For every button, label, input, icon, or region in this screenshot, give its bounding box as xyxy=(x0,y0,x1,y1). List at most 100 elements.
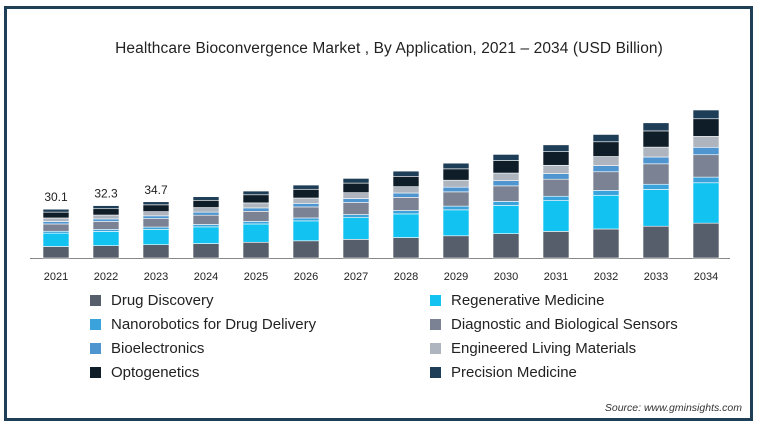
bar-segment-2027-7 xyxy=(342,182,370,193)
legend-swatch xyxy=(90,366,101,378)
bar-segment-2025-1 xyxy=(242,241,270,259)
bar-segment-2021-1 xyxy=(42,246,70,259)
bar-segment-2023-4 xyxy=(142,218,170,228)
legend-label: Diagnostic and Biological Sensors xyxy=(451,315,678,333)
bar-segment-2028-8 xyxy=(392,170,420,177)
bar-segment-2028-2 xyxy=(392,213,420,238)
bar-segment-2029-8 xyxy=(442,162,470,170)
bar-segment-2024-2 xyxy=(192,226,220,244)
bar-segment-2023-8 xyxy=(142,201,170,206)
bar-segment-2022-2 xyxy=(92,231,120,246)
bar-segment-2028-7 xyxy=(392,176,420,187)
bar-segment-2027-3 xyxy=(342,214,370,218)
bar-segment-2030-1 xyxy=(492,233,520,259)
legend-item: Engineered Living Materials xyxy=(430,338,636,358)
legend-item: Diagnostic and Biological Sensors xyxy=(430,314,678,334)
bar-segment-2024-4 xyxy=(192,214,220,225)
x-tick-label: 2034 xyxy=(694,271,718,283)
bar-segment-2022-4 xyxy=(92,221,120,230)
data-label: 32.3 xyxy=(94,187,118,201)
legend-swatch xyxy=(90,342,101,354)
bar-segment-2032-2 xyxy=(592,194,620,230)
bar-segment-2024-7 xyxy=(192,199,220,208)
bar-segment-2032-5 xyxy=(592,165,620,173)
bar-segment-2022-7 xyxy=(92,208,120,216)
bar-segment-2021-5 xyxy=(42,221,70,225)
bar-segment-2031-1 xyxy=(542,231,570,259)
data-label: 34.7 xyxy=(144,183,168,197)
bar-segment-2026-1 xyxy=(292,240,320,259)
legend-item: Optogenetics xyxy=(90,362,199,382)
legend-swatch xyxy=(90,318,101,330)
bar-segment-2024-8 xyxy=(192,196,220,201)
bar-segment-2026-4 xyxy=(292,206,320,219)
legend-swatch xyxy=(430,366,441,378)
bar-segment-2026-5 xyxy=(292,203,320,208)
x-tick-label: 2031 xyxy=(544,271,568,283)
x-tick-label: 2033 xyxy=(644,271,668,283)
x-tick-label: 2021 xyxy=(44,271,68,283)
bar-segment-2030-2 xyxy=(492,205,520,234)
bar-segment-2025-8 xyxy=(242,190,270,196)
bar-segment-2034-4 xyxy=(692,154,720,178)
bar-segment-2032-4 xyxy=(592,171,620,191)
bar-segment-2028-3 xyxy=(392,210,420,215)
bar-segment-2023-2 xyxy=(142,229,170,246)
bar-segment-2023-6 xyxy=(142,211,170,217)
bar-segment-2034-7 xyxy=(692,118,720,137)
bar-segment-2029-5 xyxy=(442,186,470,193)
bar-segment-2034-6 xyxy=(692,136,720,148)
bar-segment-2032-6 xyxy=(592,156,620,166)
bar-segment-2023-1 xyxy=(142,244,170,259)
x-tick-label: 2025 xyxy=(244,271,268,283)
bar-segment-2022-8 xyxy=(92,205,120,210)
x-tick-label: 2029 xyxy=(444,271,468,283)
bar-segment-2034-3 xyxy=(692,176,720,184)
bar-segment-2026-7 xyxy=(292,188,320,199)
x-tick-label: 2023 xyxy=(144,271,168,283)
chart-title: Healthcare Bioconvergence Market , By Ap… xyxy=(115,40,663,57)
legend-item: Nanorobotics for Drug Delivery xyxy=(90,314,316,334)
bar-segment-2024-5 xyxy=(192,211,220,216)
bar-segment-2034-2 xyxy=(692,182,720,224)
bar-segment-2021-4 xyxy=(42,223,70,232)
bar-segment-2024-1 xyxy=(192,243,220,259)
legend-swatch xyxy=(430,294,441,306)
bar-segment-2024-3 xyxy=(192,224,220,228)
x-tick-label: 2022 xyxy=(94,271,118,283)
bar-segment-2027-4 xyxy=(342,202,370,215)
legend-label: Precision Medicine xyxy=(451,363,577,381)
bar-segment-2029-7 xyxy=(442,168,470,181)
bar-segment-2033-7 xyxy=(642,130,670,148)
bar-segment-2025-6 xyxy=(242,202,270,209)
legend-item: Drug Discovery xyxy=(90,290,214,310)
x-tick-label: 2028 xyxy=(394,271,418,283)
bar-segment-2033-5 xyxy=(642,156,670,165)
bar-segment-2025-5 xyxy=(242,207,270,212)
bar-segment-2022-5 xyxy=(92,218,120,222)
bar-segment-2022-6 xyxy=(92,214,120,220)
bar-segment-2033-6 xyxy=(642,146,670,158)
bar-segment-2026-8 xyxy=(292,184,320,190)
bar-segment-2031-5 xyxy=(542,173,570,180)
bar-segment-2021-8 xyxy=(42,208,70,213)
bar-segment-2031-7 xyxy=(542,151,570,166)
bar-segment-2031-4 xyxy=(542,178,570,197)
bar-segment-2023-7 xyxy=(142,204,170,212)
bar-segment-2030-8 xyxy=(492,154,520,161)
bar-segment-2032-1 xyxy=(592,228,620,259)
bar-segment-2028-4 xyxy=(392,197,420,211)
bar-segment-2034-5 xyxy=(692,146,720,156)
bar-segment-2029-2 xyxy=(442,209,470,237)
bar-segment-2022-3 xyxy=(92,229,120,232)
bar-segment-2029-4 xyxy=(442,191,470,207)
bar-segment-2030-3 xyxy=(492,201,520,206)
bar-segment-2023-5 xyxy=(142,215,170,219)
x-tick-label: 2027 xyxy=(344,271,368,283)
bar-segment-2030-5 xyxy=(492,180,520,187)
bar-segment-2027-2 xyxy=(342,217,370,240)
bar-segment-2028-1 xyxy=(392,237,420,259)
bar-segment-2032-7 xyxy=(592,141,620,157)
bar-segment-2032-3 xyxy=(592,190,620,196)
